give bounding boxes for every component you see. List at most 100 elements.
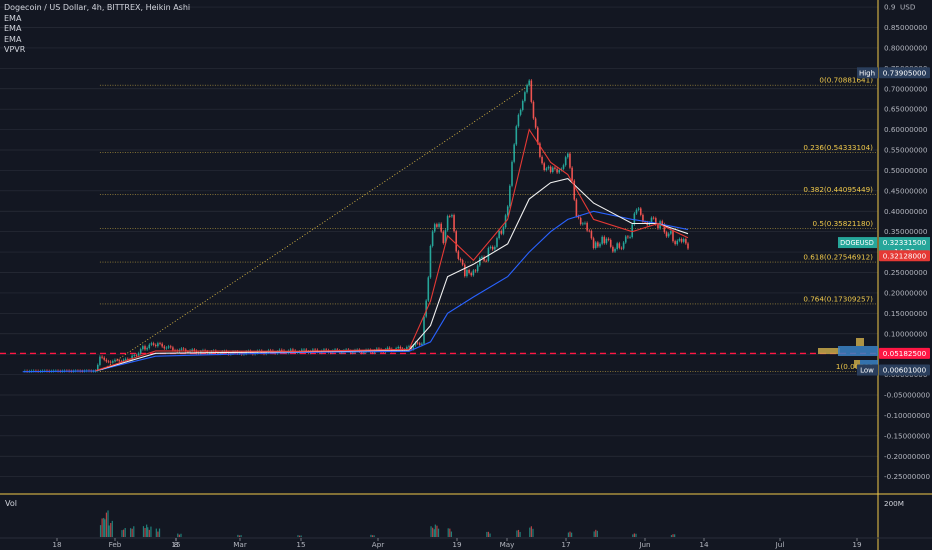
candle-body [142, 346, 144, 350]
volume-bar [300, 535, 302, 537]
candle-body [609, 239, 612, 247]
ema-fast-line[interactable] [95, 128, 689, 372]
volume-label: Vol [5, 499, 17, 508]
fib-level-label: 0.618(0.27546912) [803, 253, 873, 262]
indicator-ema-3[interactable]: EMA [4, 34, 22, 44]
candle-body [139, 349, 142, 354]
candle-body [135, 355, 138, 356]
candle-body [103, 357, 106, 360]
time-axis-label: May [500, 540, 516, 549]
candle-body [663, 224, 666, 233]
volume-bar [595, 529, 597, 537]
volume-bar [567, 532, 570, 537]
fib-level-label: 0.236(0.54333104) [803, 143, 873, 152]
candle-body [323, 349, 325, 352]
candle-body [442, 231, 445, 244]
candle-body [453, 215, 455, 232]
volume-bar [450, 531, 453, 537]
candle-body [655, 218, 657, 225]
indicator-vpvr[interactable]: VPVR [4, 45, 26, 54]
ema-mid-line[interactable] [95, 177, 689, 372]
candle-body [637, 208, 640, 210]
price-axis-label: -0.20000000 [884, 452, 930, 461]
candle-body [219, 353, 221, 355]
candle-body [137, 353, 140, 356]
volume-bar [155, 528, 157, 537]
ema-price-tag: 0.32128000 [883, 251, 927, 260]
candle-body [496, 238, 498, 247]
candle-body [489, 246, 492, 249]
candle-body [588, 230, 591, 232]
time-axis-label: 19 [852, 540, 862, 549]
candle-body [567, 153, 569, 158]
candle-body [397, 346, 400, 349]
candle-body [674, 241, 676, 245]
candle-body [545, 168, 548, 171]
candle-body [418, 343, 421, 345]
candle-body [536, 127, 539, 144]
volume-bar [237, 534, 239, 537]
price-axis-label: 0.20000000 [884, 288, 928, 297]
candle-body [474, 270, 477, 272]
indicator-ema-1[interactable]: EMA [4, 13, 22, 23]
candle-body [148, 344, 151, 349]
candle-body [431, 231, 434, 246]
volume-bar [529, 527, 531, 537]
candle-body [427, 277, 430, 301]
indicator-ema-2[interactable]: EMA [4, 24, 22, 33]
time-axis-label: Apr [372, 540, 384, 549]
candle-body [590, 230, 593, 239]
volume-bar [517, 529, 520, 537]
volume-bar [240, 535, 242, 537]
candle-body [399, 346, 402, 349]
candle-body [652, 217, 655, 219]
price-axis-label: 0.40000000 [884, 207, 928, 216]
candle-body [281, 349, 283, 351]
candle-body [118, 360, 121, 362]
candle-body [627, 236, 629, 238]
vpvr-bar [838, 346, 878, 356]
candle-body [500, 230, 503, 234]
candle-body [642, 214, 644, 222]
candle-body [414, 342, 417, 346]
candle-body [670, 231, 672, 234]
ema-slow-line[interactable] [22, 210, 689, 373]
volume-bar [111, 520, 113, 537]
fib-level-label: 0.764(0.17309257) [803, 294, 873, 303]
candle-body [305, 349, 308, 352]
candle-body [406, 347, 408, 350]
fib-trend-line[interactable] [99, 84, 530, 372]
candle-body [485, 260, 488, 262]
candle-body [682, 239, 685, 242]
candle-body [618, 243, 621, 248]
candle-body [481, 256, 483, 258]
volume-bar [674, 534, 676, 537]
candle-body [491, 246, 494, 250]
price-axis-label: -0.10000000 [884, 411, 930, 420]
candle-body [513, 144, 515, 162]
volume-bar [436, 525, 438, 537]
candle-body [569, 153, 571, 168]
volume-bar [122, 529, 125, 537]
candle-body [191, 349, 194, 351]
last-price-tag[interactable]: 0.32331500 [883, 238, 927, 247]
candle-body [455, 231, 458, 252]
candle-body [165, 347, 168, 349]
candle-body [597, 242, 599, 247]
price-axis-label: -0.25000000 [884, 472, 930, 481]
price-axis-label: 0.15000000 [884, 309, 928, 318]
candle-body [182, 348, 185, 350]
candle-body [429, 245, 432, 278]
candle-body [421, 343, 423, 345]
candle-body [161, 343, 163, 347]
high-price-tag-bg [879, 67, 930, 79]
candle-body [412, 345, 415, 350]
candle-body [685, 239, 687, 244]
volume-bar [633, 533, 636, 537]
volume-bar [238, 535, 241, 537]
candle-body [614, 249, 616, 252]
candle-body [468, 269, 470, 274]
symbol-title[interactable]: Dogecoin / US Dollar, 4h, BITTREX, Heiki… [4, 3, 191, 12]
candle-body [325, 349, 327, 351]
